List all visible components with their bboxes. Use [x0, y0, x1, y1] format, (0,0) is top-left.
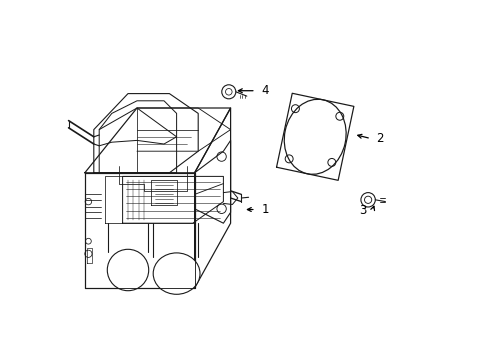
Text: 2: 2 — [376, 132, 384, 145]
Ellipse shape — [107, 249, 148, 291]
Text: 1: 1 — [261, 203, 269, 216]
Text: 4: 4 — [261, 84, 269, 97]
Text: 3: 3 — [360, 204, 367, 217]
Ellipse shape — [153, 253, 200, 294]
